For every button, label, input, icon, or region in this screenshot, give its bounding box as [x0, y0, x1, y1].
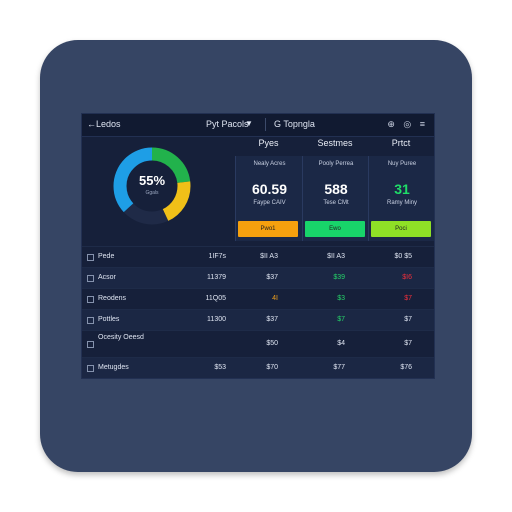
row-value-3: $7	[404, 295, 412, 302]
column-header-1: Pyes	[258, 138, 279, 148]
card-button-3[interactable]: Poci	[371, 221, 431, 237]
row-name: Acsor	[98, 274, 116, 281]
row-value-2: $39	[333, 274, 345, 281]
table-row[interactable]: Acsor 11379 $37 $39 $I6	[82, 267, 434, 288]
donut-percent-label: 55%	[138, 173, 166, 188]
card-value: 588	[324, 181, 348, 197]
column-header-3: Prtct	[391, 138, 411, 148]
row-value-2: $4	[337, 340, 345, 347]
row-checkbox-icon[interactable]	[87, 296, 94, 303]
card-subtitle: Pooly Perrea	[318, 161, 354, 167]
table-row[interactable]: Metugdes $53 $70 $77 $76	[82, 357, 434, 378]
row-checkbox-icon[interactable]	[87, 275, 94, 282]
stat-card-3: Nuy Puree 31 Ramy Miny Poci	[368, 156, 434, 241]
donut-segment-4	[113, 147, 191, 225]
chevron-down-icon[interactable]: ▼	[245, 119, 253, 128]
row-value-2: $3	[337, 295, 345, 302]
row-value-3: $7	[404, 340, 412, 347]
row-name: Ocesity Oeesd	[98, 334, 144, 341]
search-label: Topngla	[283, 119, 315, 129]
card-note: Faype CAIV	[253, 200, 286, 206]
row-checkbox-icon[interactable]	[87, 317, 94, 324]
period-dropdown[interactable]: Pyt Pacols	[206, 119, 249, 129]
toolbar-icons[interactable]: ⊕ ◎ ≡	[387, 119, 428, 129]
card-button-2[interactable]: Ewo	[305, 221, 365, 237]
donut-segment-3	[113, 147, 191, 225]
row-value-1: $37	[266, 274, 278, 281]
donut-sub-label: Ggals	[145, 190, 159, 196]
card-note: Tese CMt	[323, 200, 349, 206]
top-toolbar: ← Ledos Pyt Pacols ▼ G Topngla ⊕ ◎ ≡	[82, 114, 434, 137]
back-arrow-icon[interactable]: ←	[87, 119, 96, 129]
search-button[interactable]: G Topngla	[274, 119, 315, 129]
donut-segment-2	[113, 147, 191, 225]
row-value-2: $77	[333, 364, 345, 371]
row-checkbox-icon[interactable]	[87, 341, 94, 348]
row-code: $53	[214, 364, 226, 371]
table-row[interactable]: Reodens 11Q05 4I $3 $7	[82, 288, 434, 309]
row-code: 11Q05	[205, 295, 227, 302]
search-icon: G	[274, 119, 282, 129]
row-code: 1IF7s	[208, 253, 226, 260]
page-title: Ledos	[96, 119, 121, 129]
row-value-3: $76	[400, 364, 412, 371]
row-name: Pede	[98, 253, 115, 260]
row-name: Pottles	[98, 316, 120, 323]
row-name: Metugdes	[98, 364, 129, 371]
card-button-1[interactable]: Pwo1	[238, 221, 298, 237]
table-row[interactable]: Pottles 11300 $37 $7 $7	[82, 309, 434, 330]
row-value-1: $II A3	[260, 253, 278, 260]
row-value-1: $50	[266, 340, 278, 347]
row-code: 11379	[207, 274, 226, 281]
row-value-3: $0 $5	[394, 253, 412, 260]
row-checkbox-icon[interactable]	[87, 254, 94, 261]
table-row[interactable]: Ocesity Oeesd $50 $4 $7	[82, 330, 434, 357]
dashboard-window: ← Ledos Pyt Pacols ▼ G Topngla ⊕ ◎ ≡ 55%…	[81, 113, 435, 379]
progress-donut: 55% Ggals	[112, 146, 192, 226]
row-value-1: $70	[266, 364, 278, 371]
card-value: 60.59	[251, 181, 288, 197]
toolbar-divider	[265, 118, 266, 131]
card-value: 31	[394, 181, 410, 197]
row-value-2: $7	[337, 316, 345, 323]
card-subtitle: Nuy Puree	[387, 161, 417, 167]
table-row[interactable]: Pede 1IF7s $II A3 $II A3 $0 $5	[82, 246, 434, 267]
stat-card-2: Pooly Perrea 588 Tese CMt Ewo	[302, 156, 369, 241]
row-value-2: $II A3	[327, 253, 345, 260]
row-value-3: $I6	[402, 274, 412, 281]
card-subtitle: Nealy Acres	[253, 161, 286, 167]
stat-card-1: Nealy Acres 60.59 Faype CAIV Pwo1	[235, 156, 303, 241]
row-checkbox-icon[interactable]	[87, 365, 94, 372]
row-value-3: $7	[404, 316, 412, 323]
row-value-1: 4I	[272, 295, 278, 302]
donut-chart	[113, 147, 191, 225]
column-header-2: Sestmes	[317, 138, 353, 148]
card-note: Ramy Miny	[386, 200, 417, 206]
row-value-1: $37	[266, 316, 278, 323]
row-name: Reodens	[98, 295, 127, 302]
row-code: 11300	[207, 316, 226, 323]
data-table: Pede 1IF7s $II A3 $II A3 $0 $5 Acsor 113…	[82, 246, 434, 378]
